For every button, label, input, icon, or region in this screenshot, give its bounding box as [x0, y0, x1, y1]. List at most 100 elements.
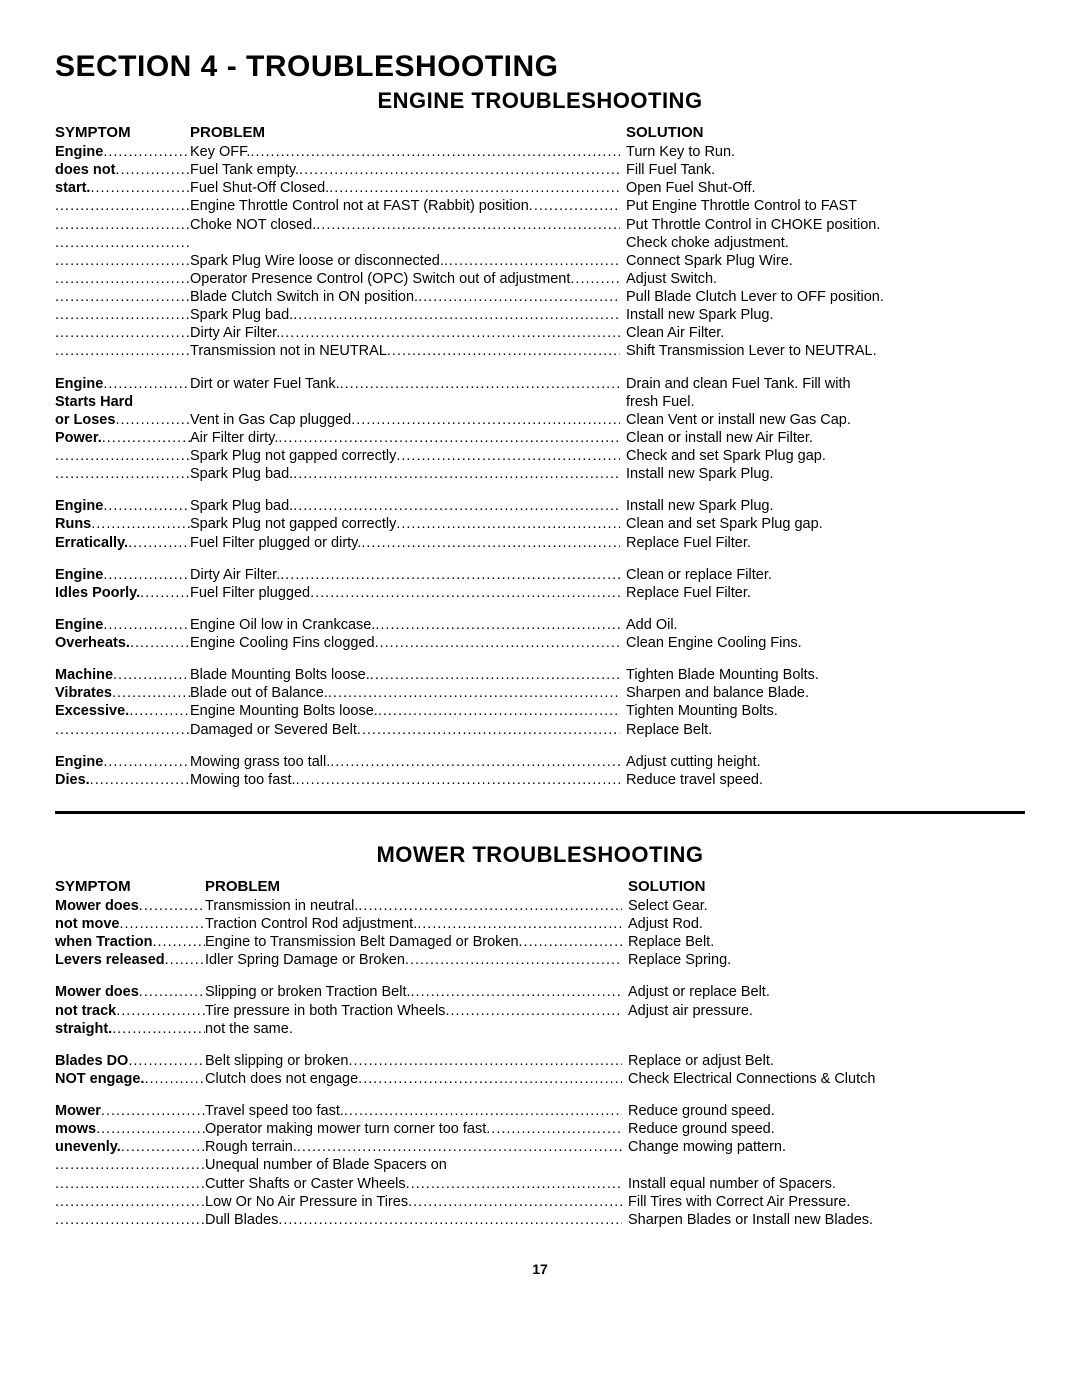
problem-text: Belt slipping or broken: [205, 1052, 348, 1070]
leader-dots: [55, 721, 190, 739]
leader-dots: [55, 197, 190, 215]
table-row: when TractionEngine to Transmission Belt…: [55, 933, 1025, 951]
problem-text: Mowing too fast.: [190, 771, 296, 789]
problem-text: Dirt or water Fuel Tank.: [190, 375, 340, 393]
leader-dots: [418, 288, 620, 306]
solution-text: Check Electrical Connections & Clutch: [622, 1070, 1025, 1088]
solution-text: Adjust air pressure.: [622, 1002, 1025, 1020]
problem-text: Spark Plug bad.: [190, 465, 293, 483]
row-group: EngineDirty Air Filter.Clean or replace …: [55, 566, 1025, 602]
problem-text: Engine to Transmission Belt Damaged or B…: [205, 933, 519, 951]
solution-text: Select Gear.: [622, 897, 1025, 915]
leader-dots: [370, 666, 620, 684]
solution-text: Tighten Blade Mounting Bolts.: [620, 666, 1025, 684]
row-group: EngineKey OFF.Turn Key to Run.does notFu…: [55, 143, 1025, 361]
solution-text: Clean or replace Filter.: [620, 566, 1025, 584]
leader-dots: [103, 497, 190, 515]
leader-dots: [444, 252, 620, 270]
symptom-text: Idles Poorly.: [55, 584, 140, 602]
leader-dots: [128, 1052, 205, 1070]
symptom-text: start.: [55, 179, 90, 197]
solution-text: Put Engine Throttle Control to FAST: [620, 197, 1025, 215]
table-row: Overheats.Engine Cooling Fins cloggedCle…: [55, 634, 1025, 652]
symptom-text: unevenly.: [55, 1138, 121, 1156]
leader-dots: [445, 1002, 622, 1020]
table-row: Dies.Mowing too fast.Reduce travel speed…: [55, 771, 1025, 789]
problem-text: Engine Throttle Control not at FAST (Rab…: [190, 197, 529, 215]
table-row: EngineKey OFF.Turn Key to Run.: [55, 143, 1025, 161]
table-row: Transmission not in NEUTRALShift Transmi…: [55, 342, 1025, 360]
problem-text: Slipping or broken Traction Belt.: [205, 983, 411, 1001]
leader-dots: [129, 702, 190, 720]
symptom-text: Overheats.: [55, 634, 130, 652]
row-group: EngineSpark Plug bad.Install new Spark P…: [55, 497, 1025, 551]
solution-text: Reduce ground speed.: [622, 1120, 1025, 1138]
row-group: EngineEngine Oil low in Crankcase.Add Oi…: [55, 616, 1025, 652]
problem-text: Spark Plug not gapped correctly: [190, 447, 396, 465]
solution-text: Clean Air Filter.: [620, 324, 1025, 342]
page-number: 17: [55, 1261, 1025, 1277]
problem-text: Vent in Gas Cap plugged: [190, 411, 351, 429]
table-row: Check choke adjustment.: [55, 234, 1025, 252]
symptom-text: Erratically.: [55, 534, 128, 552]
problem-text: Low Or No Air Pressure in Tires: [205, 1193, 408, 1211]
leader-dots: [128, 534, 190, 552]
leader-dots: [408, 1193, 622, 1211]
leader-dots: [278, 429, 620, 447]
solution-text: Change mowing pattern.: [622, 1138, 1025, 1156]
solution-text: Shift Transmission Lever to NEUTRAL.: [620, 342, 1025, 360]
leader-dots: [55, 234, 190, 252]
problem-text: Clutch does not engage: [205, 1070, 358, 1088]
symptom-text: Vibrates: [55, 684, 112, 702]
leader-dots: [396, 515, 620, 533]
leader-dots: [344, 1102, 622, 1120]
table-row: Cutter Shafts or Caster WheelsInstall eq…: [55, 1175, 1025, 1193]
leader-dots: [293, 306, 620, 324]
table-row: Spark Plug bad.Install new Spark Plug.: [55, 306, 1025, 324]
leader-dots: [139, 897, 205, 915]
leader-dots: [55, 270, 190, 288]
table-row: mowsOperator making mower turn corner to…: [55, 1120, 1025, 1138]
leader-dots: [55, 306, 190, 324]
table-row: EngineDirt or water Fuel Tank.Drain and …: [55, 375, 1025, 393]
leader-dots: [357, 721, 620, 739]
leader-dots: [55, 216, 190, 234]
problem-text: Key OFF.: [190, 143, 250, 161]
solution-text: Adjust Rod.: [622, 915, 1025, 933]
symptom-text: Mower: [55, 1102, 101, 1120]
problem-text: Fuel Shut-Off Closed.: [190, 179, 329, 197]
problem-text: Spark Plug bad.: [190, 306, 293, 324]
symptom-text: Engine: [55, 497, 103, 515]
solution-text: Clean Vent or install new Gas Cap.: [620, 411, 1025, 429]
section-title: SECTION 4 - TROUBLESHOOTING: [55, 50, 1025, 84]
row-group: MachineBlade Mounting Bolts loose.Tighte…: [55, 666, 1025, 739]
leader-dots: [165, 951, 205, 969]
leader-dots: [112, 1020, 205, 1038]
leader-dots: [278, 1211, 622, 1229]
row-group: Mower doesSlipping or broken Traction Be…: [55, 983, 1025, 1037]
solution-text: Connect Spark Plug Wire.: [620, 252, 1025, 270]
leader-dots: [55, 465, 190, 483]
table-row: Mower doesSlipping or broken Traction Be…: [55, 983, 1025, 1001]
leader-dots: [411, 983, 622, 1001]
solution-text: Adjust Switch.: [620, 270, 1025, 288]
problem-text: Spark Plug Wire loose or disconnected.: [190, 252, 444, 270]
leader-dots: [387, 342, 620, 360]
leader-dots: [115, 161, 190, 179]
leader-dots: [116, 1002, 205, 1020]
table-row: or LosesVent in Gas Cap pluggedClean Ven…: [55, 411, 1025, 429]
solution-text: Replace Belt.: [622, 933, 1025, 951]
solution-text: Install new Spark Plug.: [620, 497, 1025, 515]
table-row: unevenly.Rough terrain.Change mowing pat…: [55, 1138, 1025, 1156]
problem-text: Blade Mounting Bolts loose.: [190, 666, 370, 684]
table-row: VibratesBlade out of Balance.Sharpen and…: [55, 684, 1025, 702]
leader-dots: [570, 270, 620, 288]
solution-text: Reduce travel speed.: [620, 771, 1025, 789]
leader-dots: [328, 684, 620, 702]
header-solution: SOLUTION: [626, 124, 704, 141]
problem-text: Transmission in neutral.: [205, 897, 358, 915]
table-row: Dirty Air Filter.Clean Air Filter.: [55, 324, 1025, 342]
problem-text: Fuel Filter plugged or dirty.: [190, 534, 361, 552]
symptom-text: straight.: [55, 1020, 112, 1038]
leader-dots: [96, 1120, 205, 1138]
